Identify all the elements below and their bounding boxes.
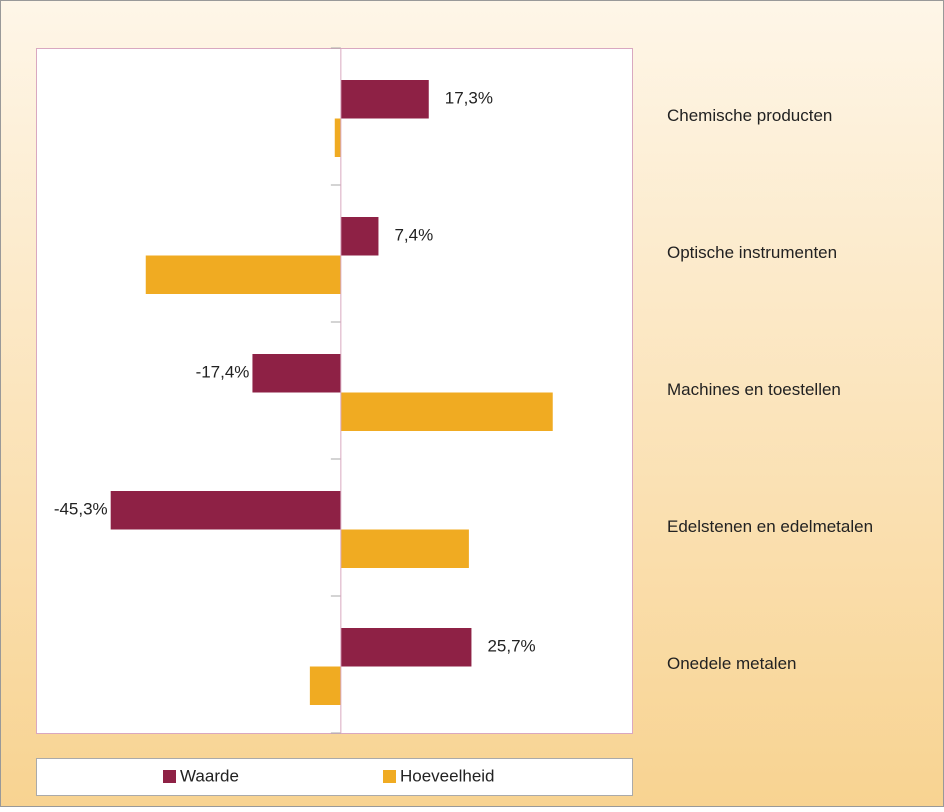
category-label: Chemische producten [667,106,832,125]
legend-swatch [383,770,396,783]
bar [252,354,341,393]
data-label: -45,3% [54,499,108,518]
bar [309,666,341,705]
bar [110,491,341,530]
legend-label: Waarde [180,766,239,785]
data-label: -17,4% [196,362,250,381]
category-label: Onedele metalen [667,654,796,673]
category-label: Edelstenen en edelmetalen [667,517,873,536]
category-label: Optische instrumenten [667,243,837,262]
data-label: 7,4% [394,225,433,244]
category-label: Machines en toestellen [667,380,841,399]
bar [340,217,379,256]
bar [340,628,472,667]
bar [340,392,553,431]
bar [340,529,469,568]
legend-box [36,758,633,796]
legend-label: Hoeveelheid [400,766,495,785]
bar [145,255,341,294]
data-label: 17,3% [445,88,493,107]
bar [334,118,341,157]
data-label: 25,7% [487,636,535,655]
legend-swatch [163,770,176,783]
bar [340,80,429,119]
